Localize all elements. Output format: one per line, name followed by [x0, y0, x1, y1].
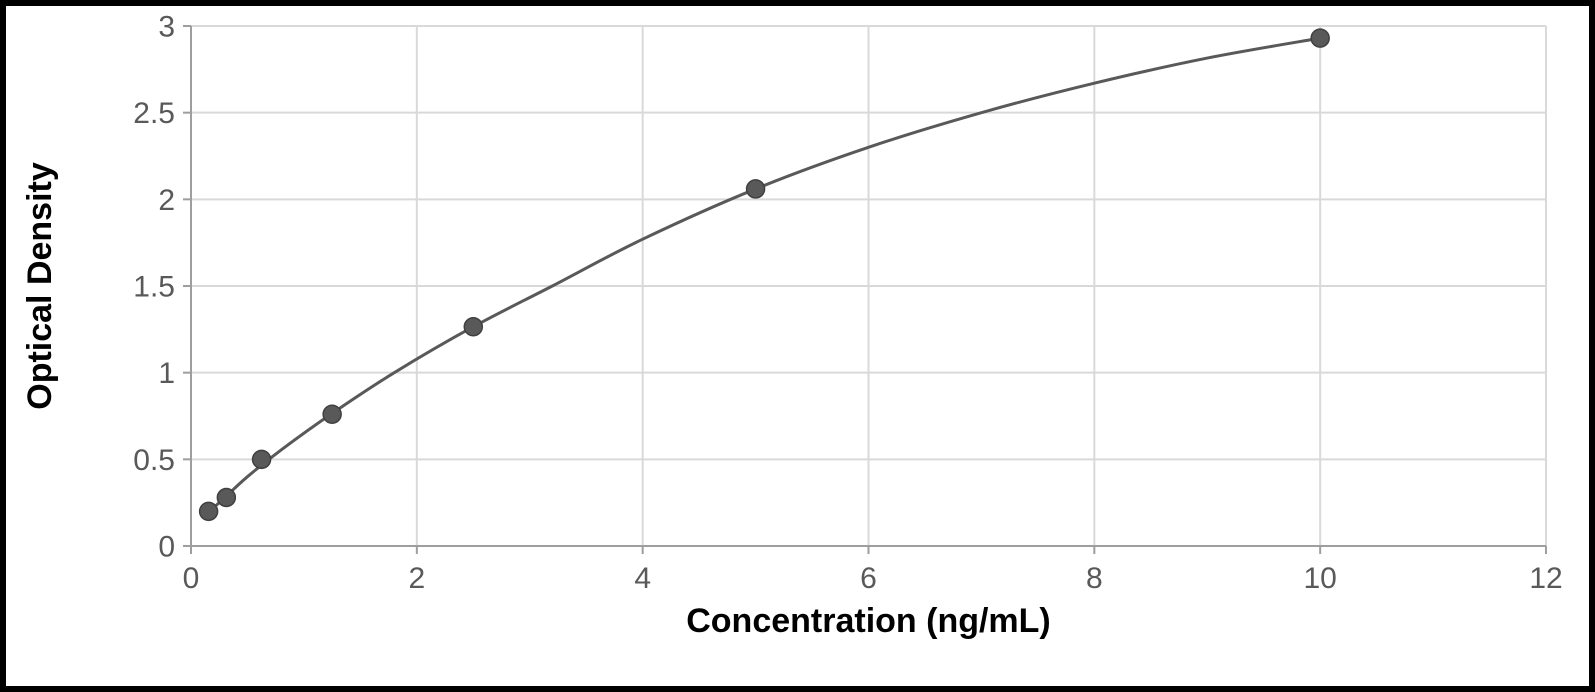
x-tick-label: 12 [1529, 562, 1562, 595]
x-tick-label: 10 [1303, 562, 1336, 595]
y-tick-label: 2 [158, 184, 175, 217]
standard-curve-chart: 0 2 4 6 8 10 12 0 0.5 1 1.5 2 2.5 3 Concentration (ng/… [6, 6, 1589, 686]
x-axis-title: Concentration (ng/mL) [686, 602, 1051, 640]
data-point [464, 318, 482, 336]
x-tick-label: 8 [1086, 562, 1103, 595]
y-tick-label: 3 [158, 11, 175, 44]
y-tick-label: 2.5 [133, 97, 175, 130]
data-point [253, 450, 271, 468]
y-tick-label: 1 [158, 357, 175, 390]
data-point [200, 502, 218, 520]
data-point [1311, 29, 1329, 47]
x-tick-label: 2 [408, 562, 425, 595]
y-tick-label: 0.5 [133, 444, 175, 477]
y-tick-label: 1.5 [133, 271, 175, 304]
y-tick-label: 0 [158, 531, 175, 564]
data-point [747, 180, 765, 198]
data-point [217, 488, 235, 506]
data-point [323, 405, 341, 423]
x-tick-label: 4 [634, 562, 651, 595]
chart-outer-frame: 0 2 4 6 8 10 12 0 0.5 1 1.5 2 2.5 3 Concentration (ng/… [0, 0, 1595, 692]
x-tick-label: 0 [183, 562, 200, 595]
x-tick-label: 6 [860, 562, 877, 595]
y-axis-title: Optical Density [21, 162, 59, 410]
